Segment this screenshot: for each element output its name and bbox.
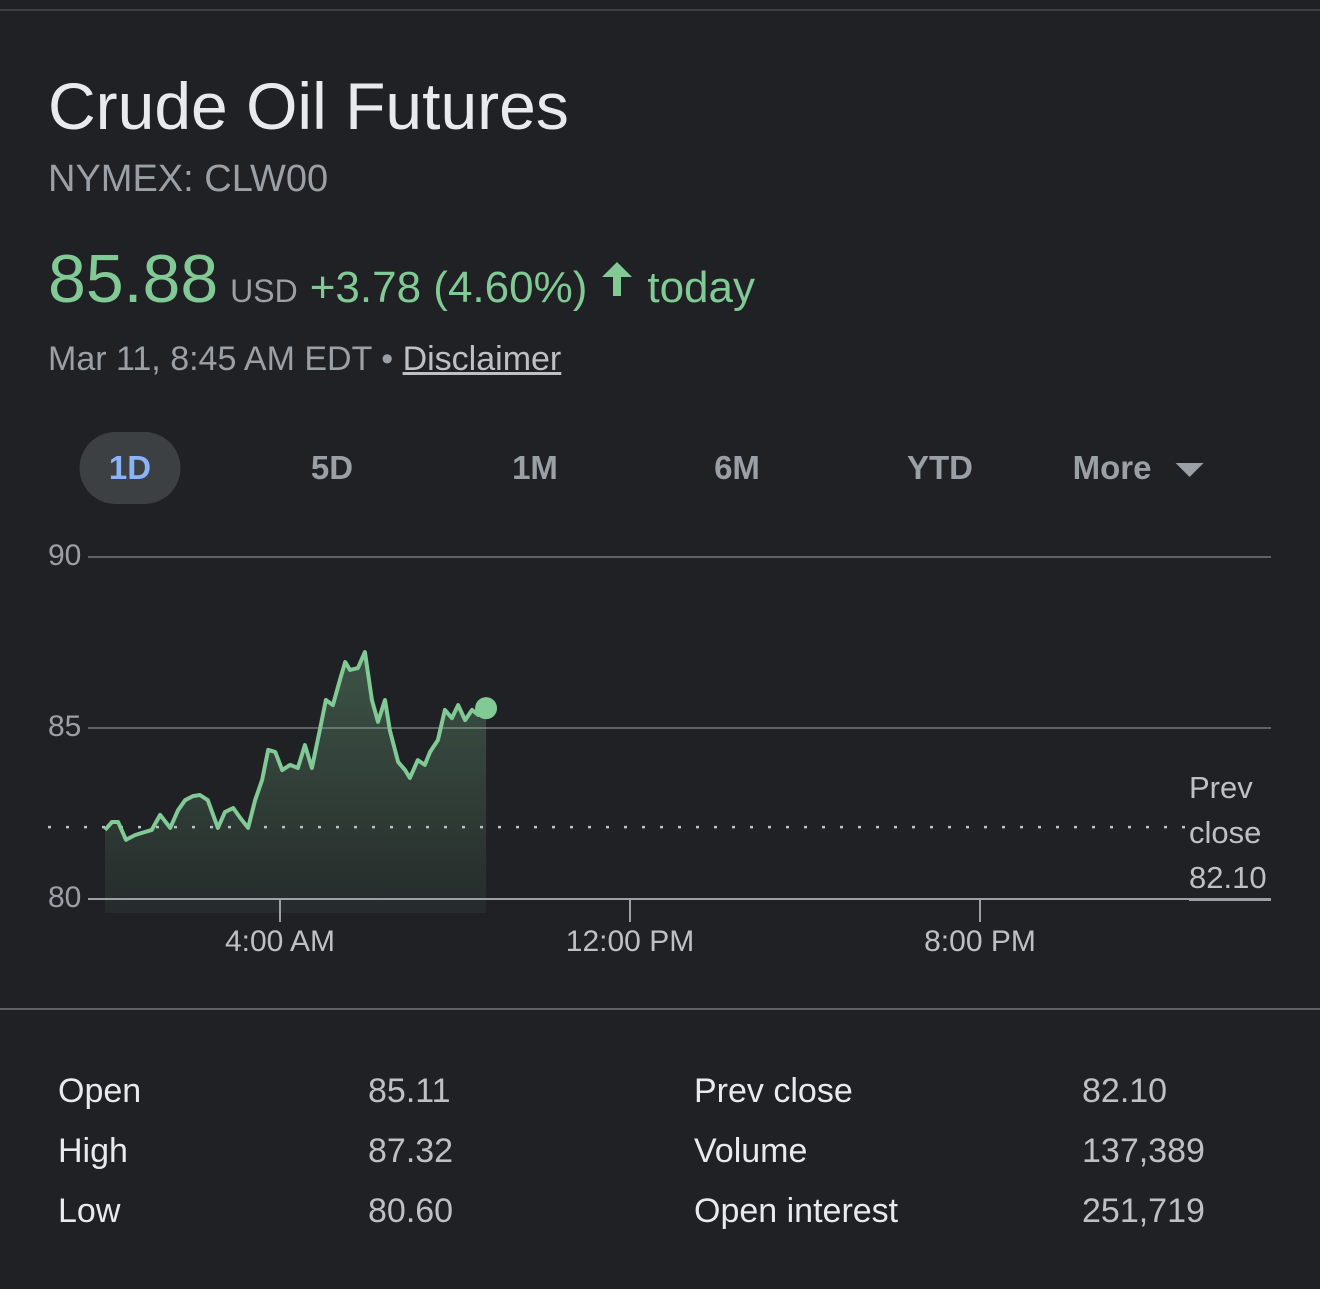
stat-value: 82.10 bbox=[1082, 1072, 1168, 1110]
y-tick-label: 90 bbox=[48, 539, 81, 572]
y-tick-label: 80 bbox=[48, 881, 81, 914]
range-tab[interactable]: 1D bbox=[79, 432, 181, 504]
range-tab[interactable]: 5D bbox=[310, 449, 354, 486]
range-tab[interactable]: 6M bbox=[714, 449, 760, 486]
x-tick-label: 4:00 AM bbox=[225, 925, 335, 958]
price-line bbox=[103, 650, 488, 842]
stat-label: Low bbox=[58, 1192, 121, 1230]
stat-value: 251,719 bbox=[1082, 1192, 1205, 1230]
range-tab[interactable]: YTD bbox=[907, 449, 973, 486]
timestamp: Mar 11, 8:45 AM EDT bbox=[48, 340, 372, 378]
y-tick-label: 85 bbox=[48, 710, 81, 743]
disclaimer-link[interactable]: Disclaimer bbox=[402, 340, 562, 378]
title: Crude Oil Futures bbox=[48, 69, 569, 143]
x-tick-label: 8:00 PM bbox=[924, 925, 1036, 958]
x-tick-label: 12:00 PM bbox=[566, 925, 694, 958]
stat-value: 80.60 bbox=[368, 1192, 454, 1230]
stat-label: Open bbox=[58, 1072, 142, 1110]
currency: USD bbox=[230, 273, 298, 309]
ticker: NYMEX: CLW00 bbox=[48, 158, 329, 200]
prev-close-value: 82.10 bbox=[1189, 860, 1267, 895]
range-tab[interactable]: 1M bbox=[512, 449, 558, 486]
last-point bbox=[475, 697, 498, 720]
change: +3.78 (4.60%) bbox=[309, 263, 588, 312]
dropdown-icon bbox=[1175, 463, 1204, 478]
stat-label: Volume bbox=[694, 1132, 808, 1170]
prev-close-label: Prev close bbox=[1189, 770, 1262, 850]
period: today bbox=[647, 263, 755, 312]
price-row: 85.88 USD +3.78 (4.60%) today bbox=[48, 240, 755, 318]
stat-label: High bbox=[58, 1132, 128, 1170]
date-row: Mar 11, 8:45 AM EDT • Disclaimer bbox=[48, 340, 561, 379]
stat-value: 137,389 bbox=[1082, 1132, 1205, 1170]
stat-label: Prev close bbox=[694, 1072, 853, 1110]
stat-value: 85.11 bbox=[368, 1072, 451, 1110]
price: 85.88 bbox=[48, 241, 219, 317]
range-tab[interactable]: More bbox=[1073, 432, 1208, 504]
separator: • bbox=[381, 340, 394, 378]
up-arrow bbox=[602, 262, 633, 296]
stat-label: Open interest bbox=[694, 1192, 899, 1230]
price-area bbox=[105, 652, 487, 913]
stat-value: 87.32 bbox=[368, 1132, 454, 1170]
